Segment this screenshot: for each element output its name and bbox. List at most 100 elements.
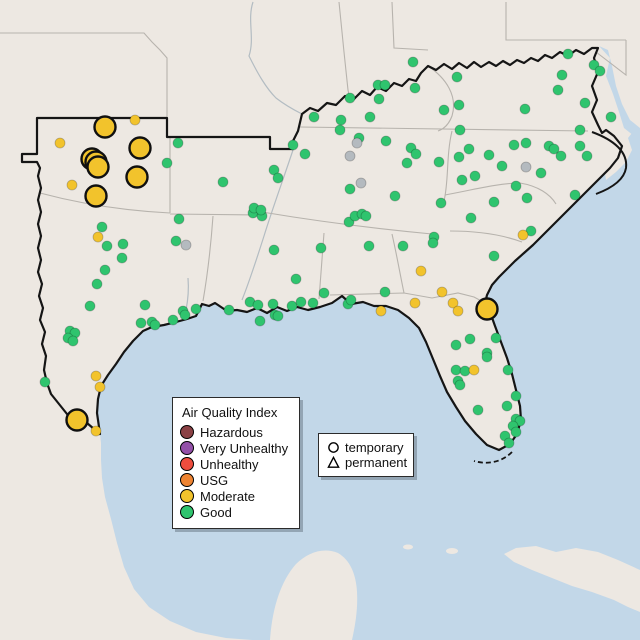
station-dot-good[interactable] [308, 111, 320, 123]
station-dot-good[interactable] [116, 252, 128, 264]
station-dot-good[interactable] [299, 148, 311, 160]
station-dot-good[interactable] [397, 240, 409, 252]
station-dot-good[interactable] [179, 309, 191, 321]
station-dot-good[interactable] [172, 137, 184, 149]
station-dot-good[interactable] [335, 114, 347, 126]
station-dot-good[interactable] [552, 84, 564, 96]
station-dot-moderate[interactable] [90, 425, 102, 437]
station-temporary-moderate[interactable] [475, 297, 499, 321]
station-dot-moderate[interactable] [415, 265, 427, 277]
station-dot-good[interactable] [101, 240, 113, 252]
station-dot-good[interactable] [389, 190, 401, 202]
station-temporary-moderate[interactable] [93, 115, 117, 139]
station-dot-good[interactable] [373, 93, 385, 105]
station-dot-good[interactable] [433, 156, 445, 168]
station-dot-good[interactable] [453, 151, 465, 163]
station-dot-good[interactable] [99, 264, 111, 276]
station-dot-good[interactable] [252, 299, 264, 311]
station-dot-good[interactable] [488, 250, 500, 262]
station-temporary-moderate[interactable] [84, 184, 108, 208]
station-dot-good[interactable] [254, 315, 266, 327]
station-dot-good[interactable] [562, 48, 574, 60]
station-dot-good[interactable] [451, 71, 463, 83]
station-temporary-moderate[interactable] [125, 165, 149, 189]
station-dot-good[interactable] [91, 278, 103, 290]
station-dot-good[interactable] [490, 332, 502, 344]
station-dot-good[interactable] [315, 242, 327, 254]
station-dot-good[interactable] [344, 183, 356, 195]
station-dot-no-data[interactable] [351, 137, 363, 149]
station-dot-good[interactable] [435, 197, 447, 209]
station-temporary-moderate[interactable] [86, 155, 110, 179]
station-dot-good[interactable] [569, 189, 581, 201]
station-dot-moderate[interactable] [436, 286, 448, 298]
station-temporary-moderate[interactable] [65, 408, 89, 432]
station-dot-good[interactable] [488, 196, 500, 208]
station-temporary-moderate[interactable] [128, 136, 152, 160]
station-dot-good[interactable] [268, 244, 280, 256]
station-dot-no-data[interactable] [344, 150, 356, 162]
station-dot-moderate[interactable] [375, 305, 387, 317]
station-dot-good[interactable] [510, 180, 522, 192]
station-dot-good[interactable] [379, 286, 391, 298]
station-dot-good[interactable] [574, 124, 586, 136]
station-dot-good[interactable] [334, 124, 346, 136]
station-dot-good[interactable] [407, 56, 419, 68]
station-dot-good[interactable] [453, 99, 465, 111]
station-dot-good[interactable] [360, 210, 372, 222]
station-dot-good[interactable] [521, 192, 533, 204]
station-dot-good[interactable] [364, 111, 376, 123]
station-dot-good[interactable] [450, 364, 462, 376]
station-dot-good[interactable] [287, 139, 299, 151]
station-dot-good[interactable] [454, 379, 466, 391]
station-dot-good[interactable] [318, 287, 330, 299]
station-dot-good[interactable] [459, 365, 471, 377]
station-dot-good[interactable] [272, 310, 284, 322]
station-dot-moderate[interactable] [468, 364, 480, 376]
station-dot-good[interactable] [510, 426, 522, 438]
station-dot-good[interactable] [223, 304, 235, 316]
station-dot-moderate[interactable] [54, 137, 66, 149]
station-dot-good[interactable] [514, 415, 526, 427]
station-dot-good[interactable] [427, 237, 439, 249]
station-dot-good[interactable] [519, 103, 531, 115]
station-dot-good[interactable] [286, 300, 298, 312]
station-dot-good[interactable] [409, 82, 421, 94]
station-dot-good[interactable] [290, 273, 302, 285]
station-dot-good[interactable] [463, 143, 475, 155]
station-dot-good[interactable] [255, 204, 267, 216]
station-dot-good[interactable] [161, 157, 173, 169]
station-dot-good[interactable] [503, 437, 515, 449]
station-dot-good[interactable] [344, 92, 356, 104]
station-dot-moderate[interactable] [66, 179, 78, 191]
station-dot-good[interactable] [508, 139, 520, 151]
station-dot-good[interactable] [295, 296, 307, 308]
station-dot-good[interactable] [345, 294, 357, 306]
station-dot-good[interactable] [117, 238, 129, 250]
station-dot-good[interactable] [438, 104, 450, 116]
station-dot-moderate[interactable] [517, 229, 529, 241]
station-dot-moderate[interactable] [90, 370, 102, 382]
station-dot-no-data[interactable] [180, 239, 192, 251]
station-dot-moderate[interactable] [409, 297, 421, 309]
station-dot-good[interactable] [510, 390, 522, 402]
station-dot-good[interactable] [39, 376, 51, 388]
station-dot-good[interactable] [605, 111, 617, 123]
station-dot-good[interactable] [481, 351, 493, 363]
station-dot-good[interactable] [502, 364, 514, 376]
station-dot-good[interactable] [96, 221, 108, 233]
station-dot-good[interactable] [483, 149, 495, 161]
station-dot-good[interactable] [454, 124, 466, 136]
station-dot-good[interactable] [574, 140, 586, 152]
station-dot-moderate[interactable] [129, 114, 141, 126]
station-dot-good[interactable] [579, 97, 591, 109]
station-dot-good[interactable] [67, 335, 79, 347]
station-dot-good[interactable] [472, 404, 484, 416]
station-dot-good[interactable] [469, 170, 481, 182]
station-dot-good[interactable] [170, 235, 182, 247]
station-dot-good[interactable] [190, 303, 202, 315]
station-dot-moderate[interactable] [452, 305, 464, 317]
station-dot-good[interactable] [501, 400, 513, 412]
station-dot-good[interactable] [555, 150, 567, 162]
